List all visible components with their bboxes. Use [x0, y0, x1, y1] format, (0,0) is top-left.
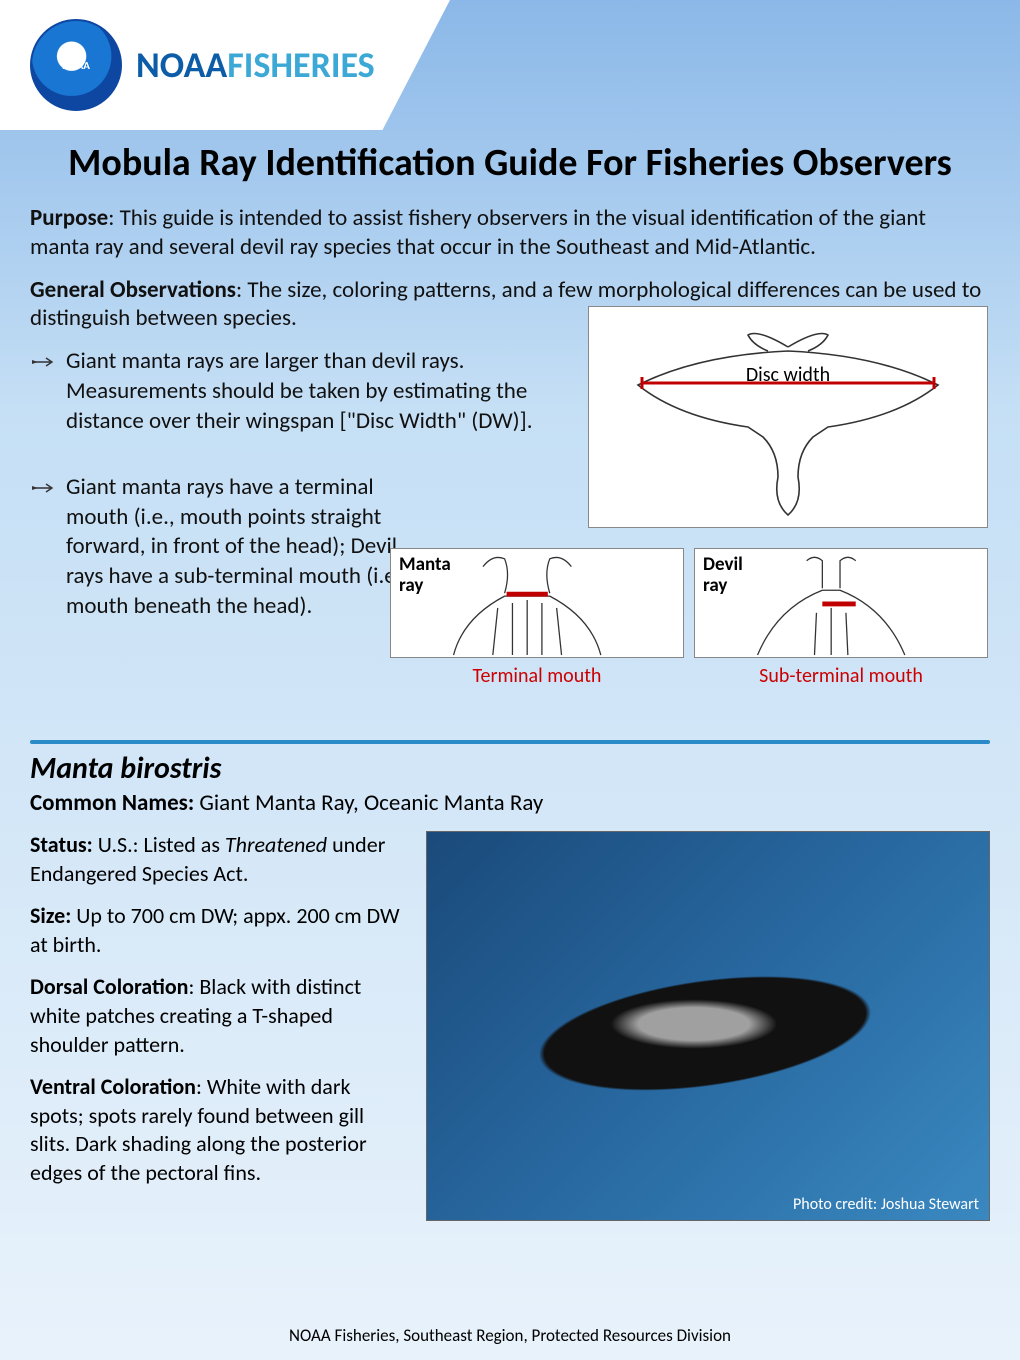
devil-mouth-diagram: Devil ray	[694, 548, 988, 658]
dorsal-paragraph: Dorsal Coloration: Black with distinct w…	[30, 973, 406, 1059]
common-names-label: Common Names:	[30, 789, 194, 817]
logo-wordmark: NOAAFISHERIES	[136, 43, 375, 87]
size-label: Size:	[30, 902, 71, 929]
status-italic: Threatened	[225, 831, 327, 858]
arrow-bullet-icon	[32, 357, 58, 367]
manta-silhouette	[471, 918, 946, 1192]
ventral-label: Ventral Coloration	[30, 1073, 196, 1100]
status-paragraph: Status: U.S.: Listed as Threatened under…	[30, 831, 406, 888]
bullet-2-text: Giant manta rays have a terminal mouth (…	[66, 473, 410, 622]
dorsal-label: Dorsal Coloration	[30, 973, 188, 1000]
noaa-seal-icon: NOAA	[30, 19, 122, 111]
species-photo: Photo credit: Joshua Stewart	[426, 831, 990, 1221]
page-title: Mobula Ray Identification Guide For Fish…	[30, 140, 990, 186]
species-details-row: Status: U.S.: Listed as Threatened under…	[30, 831, 990, 1221]
manta-marking	[596, 995, 793, 1053]
arrow-bullet-icon	[32, 483, 58, 493]
logo-noaa: NOAA	[136, 43, 227, 87]
logo-fisheries: FISHERIES	[227, 43, 375, 87]
status-label: Status:	[30, 831, 93, 858]
purpose-paragraph: Purpose: This guide is intended to assis…	[30, 204, 990, 262]
manta-label: Manta ray	[399, 555, 459, 597]
page-footer: NOAA Fisheries, Southeast Region, Protec…	[0, 1325, 1020, 1346]
bullet-1-text: Giant manta rays are larger than devil r…	[66, 347, 590, 437]
ventral-paragraph: Ventral Coloration: White with dark spot…	[30, 1073, 406, 1187]
bullet-1: Giant manta rays are larger than devil r…	[30, 347, 590, 437]
manta-mouth-diagram: Manta ray	[390, 548, 684, 658]
general-label: General Observations	[30, 276, 236, 304]
devil-mouth-col: Devil ray Sub-terminal mouth	[694, 548, 988, 688]
mouth-comparison: Manta ray Terminal mouth Devil ray Sub-t…	[390, 548, 988, 688]
subterminal-caption: Sub-terminal mouth	[759, 664, 923, 688]
status-text: U.S.: Listed as	[93, 831, 225, 858]
purpose-text: : This guide is intended to assist fishe…	[30, 204, 926, 261]
common-names-row: Common Names: Giant Manta Ray, Oceanic M…	[30, 789, 990, 817]
manta-mouth-col: Manta ray Terminal mouth	[390, 548, 684, 688]
section-divider	[30, 740, 990, 744]
species-text-column: Status: U.S.: Listed as Threatened under…	[30, 831, 406, 1221]
common-names-text: Giant Manta Ray, Oceanic Manta Ray	[194, 789, 543, 817]
purpose-label: Purpose	[30, 204, 108, 232]
species-scientific-name: Manta birostris	[30, 750, 990, 787]
disc-width-label: Disc width	[746, 363, 830, 387]
disc-width-diagram: Disc width	[588, 306, 988, 528]
bullet-2: Giant manta rays have a terminal mouth (…	[30, 473, 410, 622]
logo-header: NOAA NOAAFISHERIES	[0, 0, 450, 130]
size-paragraph: Size: Up to 700 cm DW; appx. 200 cm DW a…	[30, 902, 406, 959]
devil-label: Devil ray	[703, 555, 753, 597]
photo-credit: Photo credit: Joshua Stewart	[793, 1195, 979, 1214]
ray-outline-icon	[598, 317, 978, 517]
seal-text: NOAA	[62, 59, 90, 72]
species-section: Manta birostris Common Names: Giant Mant…	[0, 750, 1020, 1221]
terminal-caption: Terminal mouth	[473, 664, 602, 688]
size-text: Up to 700 cm DW; appx. 200 cm DW at birt…	[30, 902, 400, 958]
